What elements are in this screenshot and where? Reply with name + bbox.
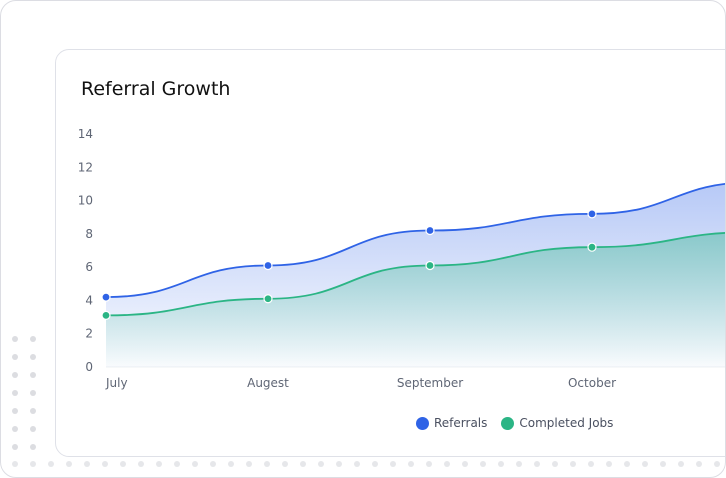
y-tick-label: 2 <box>85 327 93 341</box>
x-tick-label: September <box>397 376 463 390</box>
data-point <box>101 292 111 302</box>
y-tick-label: 0 <box>85 360 93 374</box>
data-point <box>587 242 597 252</box>
x-tick-label: Augest <box>247 376 289 390</box>
data-point <box>425 260 435 271</box>
data-point <box>263 260 273 271</box>
series-area-1 <box>106 232 725 367</box>
y-tick-label: 10 <box>78 194 93 208</box>
x-tick-label: July <box>105 376 128 390</box>
legend-label: Completed Jobs <box>519 416 614 430</box>
chart-card: Referral Growth 0 2 4 6 8 10 12 14 July Augest Sep… <box>55 49 725 457</box>
y-tick-label: 6 <box>85 260 93 274</box>
chart-title: Referral Growth <box>81 78 231 100</box>
y-tick-label: 4 <box>85 293 93 307</box>
y-tick-label: 8 <box>85 227 93 241</box>
x-tick-label: October <box>568 376 616 390</box>
data-point <box>587 209 597 219</box>
data-point <box>425 225 435 236</box>
legend-item-referrals[interactable]: Referrals <box>416 416 487 430</box>
y-tick-label: 12 <box>78 160 93 174</box>
referrals-swatch <box>416 416 429 430</box>
chart-legend: Referrals Completed Jobs <box>416 416 613 430</box>
y-tick-label: 14 <box>78 127 93 141</box>
legend-item-completed-jobs[interactable]: Completed Jobs <box>501 416 613 430</box>
completed-jobs-swatch <box>501 416 515 430</box>
area-chart: 02468101214JulyAugestSeptemberOctoberNo <box>78 127 725 390</box>
data-point <box>101 310 111 321</box>
data-point <box>263 294 273 304</box>
legend-label: Referrals <box>434 416 488 430</box>
